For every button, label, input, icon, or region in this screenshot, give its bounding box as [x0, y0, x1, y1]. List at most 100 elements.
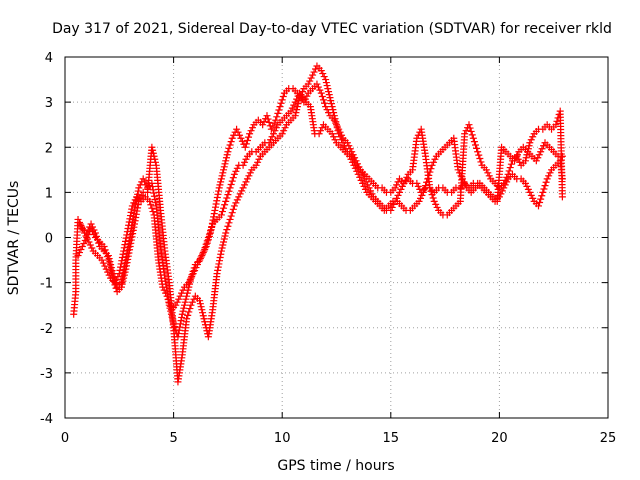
data-point-trace: [319, 96, 327, 104]
data-point: [246, 130, 254, 138]
data-point-trace: [182, 295, 190, 303]
data-point-trace: [233, 196, 241, 204]
data-point-trace: [105, 271, 113, 279]
data-point-trace: [501, 176, 509, 184]
data-point-trace: [198, 306, 206, 314]
data-point: [395, 188, 403, 196]
data-point-trace: [132, 214, 140, 222]
data-point-trace: [427, 165, 435, 173]
data-point-trace: [126, 212, 134, 220]
data-point: [426, 184, 434, 192]
data-point: [122, 265, 130, 273]
data-point-trace: [468, 131, 476, 139]
data-point-trace: [218, 172, 226, 180]
data-point: [102, 265, 110, 273]
data-point-trace: [347, 155, 355, 163]
data-point-trace: [128, 233, 136, 241]
data-point-trace: [130, 223, 138, 231]
data-point-trace: [527, 136, 535, 144]
data-point: [128, 202, 136, 210]
data-point-trace: [207, 226, 215, 234]
data-point-trace: [212, 200, 220, 208]
data-point: [83, 234, 91, 241]
data-point-trace: [179, 286, 187, 294]
data-point-trace: [103, 253, 111, 261]
data-point: [454, 166, 462, 174]
data-point-trace: [514, 151, 521, 159]
data-point-trace: [127, 239, 135, 247]
data-point-trace: [101, 262, 109, 270]
data-point-trace: [333, 124, 341, 132]
data-point-trace: [353, 167, 361, 175]
data-point-trace: [241, 181, 249, 189]
data-point-trace: [90, 230, 98, 238]
data-point: [469, 134, 477, 142]
data-point-trace: [122, 234, 130, 242]
data-point-trace: [89, 227, 97, 235]
data-point-trace: [314, 83, 322, 91]
data-point-trace: [507, 160, 515, 168]
data-point-trace: [420, 185, 428, 193]
data-point: [419, 188, 427, 196]
data-point-trace: [199, 250, 207, 258]
data-point-trace: [429, 194, 437, 202]
data-point: [346, 152, 354, 160]
data-point-trace: [225, 144, 233, 152]
data-point-trace: [462, 127, 470, 135]
data-point-trace: [228, 209, 236, 217]
data-point: [532, 157, 540, 165]
data-point-trace: [473, 144, 481, 152]
data-point-trace: [329, 106, 337, 114]
data-point-trace: [432, 200, 440, 208]
data-point: [267, 125, 275, 133]
data-point: [400, 179, 408, 187]
data-point-trace: [470, 138, 478, 146]
data-point-trace: [348, 158, 356, 166]
data-point-trace: [127, 236, 135, 244]
data-point: [504, 170, 512, 178]
data-point-trace: [208, 223, 216, 231]
x-tick-label: 10: [274, 431, 291, 446]
data-point-trace: [219, 169, 227, 177]
data-point-trace: [214, 190, 222, 198]
data-point: [115, 270, 123, 278]
data-point-trace: [238, 137, 246, 145]
data-point-trace: [331, 136, 339, 144]
data-point-trace: [232, 167, 240, 175]
data-point-trace: [152, 199, 160, 207]
data-point: [359, 179, 367, 187]
data-point: [291, 112, 299, 120]
data-point-trace: [336, 133, 344, 141]
data-point: [335, 130, 343, 138]
chart-title: Day 317 of 2021, Sidereal Day-to-day VTE…: [52, 21, 612, 37]
data-point: [220, 166, 228, 174]
data-point-trace: [277, 99, 285, 107]
x-tick-label: 0: [61, 431, 69, 446]
data-point-trace: [320, 73, 328, 81]
x-tick-label: 5: [169, 431, 177, 446]
data-point: [217, 211, 225, 219]
data-point-trace: [120, 244, 128, 252]
data-point-trace: [238, 187, 246, 195]
data-point-trace: [397, 185, 405, 193]
data-point-trace: [176, 323, 184, 331]
data-point: [272, 116, 280, 124]
data-point-trace: [164, 296, 172, 304]
data-point-trace: [132, 210, 140, 218]
data-point-trace: [234, 128, 242, 136]
data-point-trace: [120, 274, 128, 282]
data-point-trace: [131, 217, 139, 225]
data-point-trace: [310, 68, 318, 76]
data-point-trace: [99, 259, 107, 267]
data-point-trace: [210, 213, 218, 221]
data-point-trace: [430, 158, 438, 166]
data-point: [313, 80, 321, 88]
data-point-trace: [242, 178, 250, 186]
data-point-trace: [333, 121, 340, 129]
data-point-trace: [546, 169, 554, 177]
y-tick-labels: -4 -3 -2 -1 0 1 2 3 4: [40, 51, 53, 427]
data-point-trace: [149, 208, 157, 216]
data-point: [146, 197, 154, 205]
data-point-trace: [88, 244, 96, 252]
data-point-trace: [269, 122, 277, 130]
